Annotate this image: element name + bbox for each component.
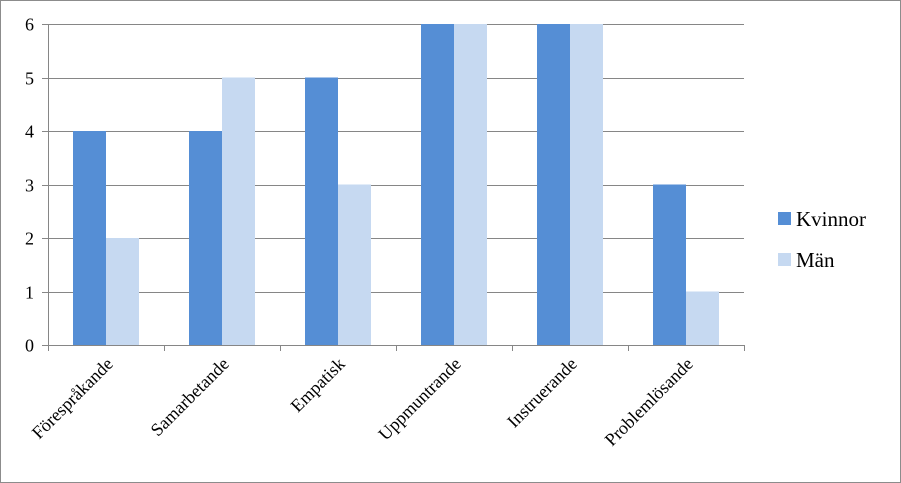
legend-swatch-man (778, 253, 791, 266)
category-label: Förespråkande (28, 354, 117, 443)
bar-man-3 (454, 24, 487, 345)
bars (73, 24, 719, 345)
y-tick-labels: 0 1 2 3 4 5 6 (25, 15, 34, 356)
y-tick-label: 6 (25, 15, 34, 35)
bar-kvinnor-4 (537, 24, 570, 345)
bar-kvinnor-5 (653, 184, 686, 345)
y-tick-label: 4 (25, 122, 34, 142)
y-tick-label: 0 (25, 336, 34, 356)
category-label: Empatisk (287, 354, 349, 416)
category-label: Instruerande (503, 354, 581, 432)
category-label: Uppmuntrande (374, 354, 464, 444)
bar-kvinnor-0 (73, 131, 106, 345)
legend-label-man: Män (796, 248, 835, 272)
bar-kvinnor-3 (421, 24, 454, 345)
y-tick-label: 1 (25, 283, 34, 303)
bar-man-4 (570, 24, 603, 345)
y-tick-label: 3 (25, 176, 34, 196)
y-tick-label: 2 (25, 229, 34, 249)
legend-swatch-kvinnor (778, 212, 791, 225)
legend: Kvinnor Män (778, 207, 866, 272)
legend-label-kvinnor: Kvinnor (796, 207, 866, 231)
bar-kvinnor-1 (189, 131, 222, 345)
axes (42, 24, 745, 351)
bar-man-2 (338, 184, 371, 345)
bar-man-5 (686, 291, 719, 345)
gridlines (48, 24, 744, 293)
bar-kvinnor-2 (305, 77, 338, 345)
bar-man-1 (222, 77, 255, 345)
category-label: Problemlösande (601, 354, 697, 450)
category-labels: Förespråkande Samarbetande Empatisk Uppmunt… (28, 354, 697, 450)
bar-man-0 (106, 238, 139, 345)
category-label: Samarbetande (147, 354, 233, 440)
y-tick-label: 5 (25, 69, 34, 89)
